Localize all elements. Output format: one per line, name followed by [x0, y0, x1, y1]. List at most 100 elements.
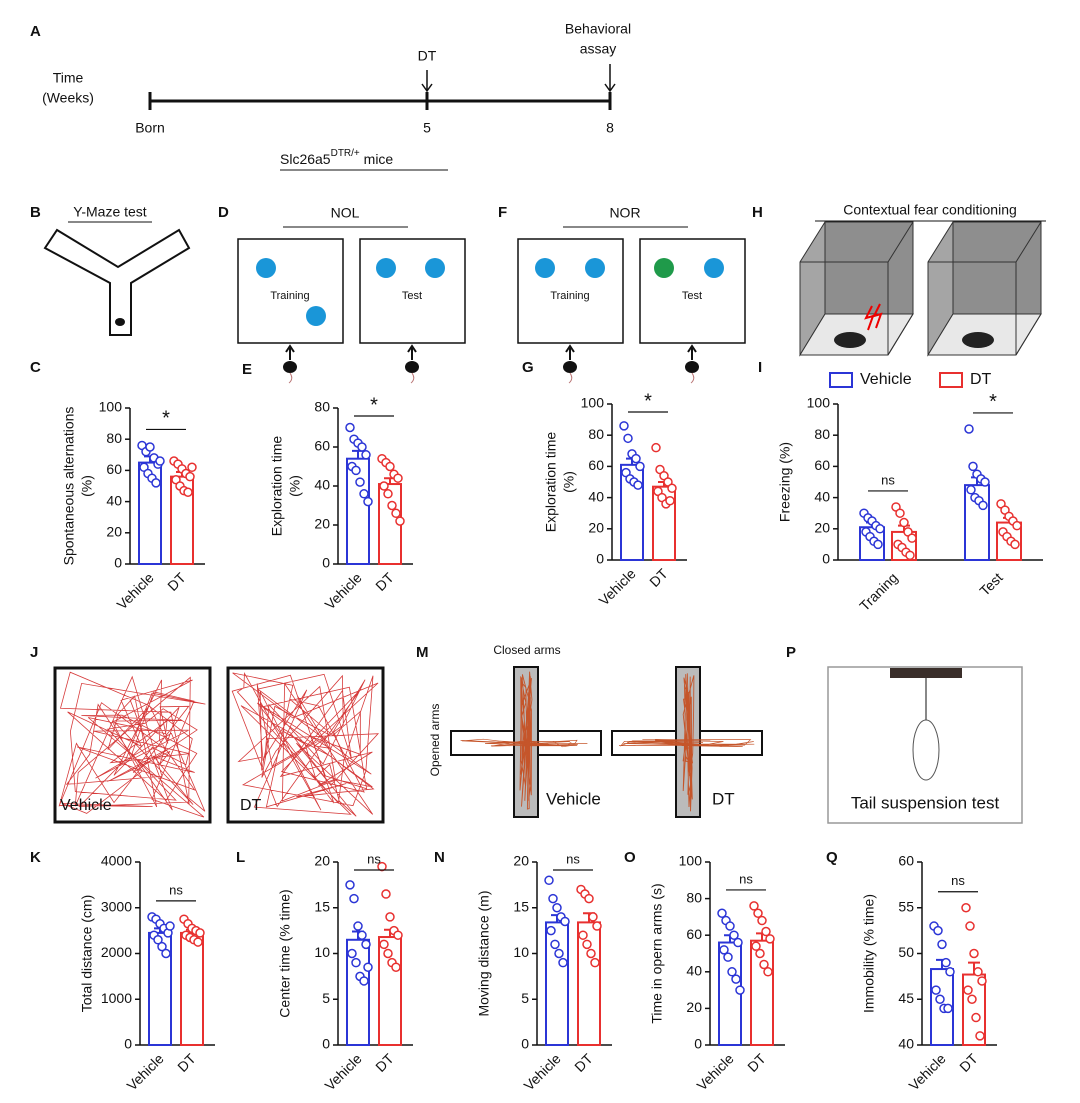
panel-label: K [30, 849, 41, 866]
strain-suffix: mice [360, 151, 394, 167]
object [256, 258, 276, 278]
panel-label: J [30, 644, 38, 661]
y-axis-label: (%) [79, 475, 95, 497]
y-axis-label: Immobility (% time) [861, 894, 877, 1013]
chamber-edge [928, 221, 1042, 356]
data-point [731, 974, 741, 984]
data-point [349, 893, 359, 904]
y-axis-label: (%) [561, 471, 577, 493]
panel-label: D [218, 204, 229, 221]
data-point [623, 433, 633, 444]
y-tick-label: 0 [124, 1036, 132, 1052]
data-point [381, 889, 391, 899]
arena [237, 238, 344, 344]
data-point [383, 948, 393, 959]
opened-arms-label: Opened arms [428, 704, 442, 777]
legend-label: DT [970, 371, 992, 388]
data-point [185, 471, 195, 482]
y-tick-label: 20 [314, 853, 330, 869]
data-point [759, 959, 769, 970]
data-point [345, 880, 355, 890]
data-point [765, 934, 775, 944]
trajectory [618, 738, 755, 747]
data-point [757, 915, 767, 926]
data-point [966, 485, 976, 495]
significance-label: * [644, 390, 652, 412]
chart: 0 20 40 60 80 100 Exploration time (%) Vehicle DT… [543, 390, 687, 609]
data-point [385, 912, 395, 922]
data-point [971, 1012, 981, 1023]
data-point [933, 925, 943, 936]
nol-diagram: NOL Training Test [237, 205, 466, 344]
data-point [395, 516, 405, 526]
data-point [161, 948, 171, 959]
panel-label: G [522, 359, 534, 376]
data-point [753, 908, 763, 918]
data-point [391, 508, 401, 519]
x-tick-label: Test [976, 569, 1006, 599]
data-point [387, 500, 397, 511]
arena [53, 666, 212, 824]
data-point [943, 1003, 953, 1014]
arrow [565, 344, 575, 360]
significance-label: * [989, 391, 997, 413]
panel-label: A [30, 23, 41, 40]
data-point [153, 935, 163, 945]
data-point [359, 976, 369, 986]
data-point [183, 487, 193, 497]
legend-swatch [829, 372, 853, 388]
legend: Vehicle DT [829, 371, 992, 388]
arena [639, 238, 746, 344]
y-tick-label: 100 [679, 853, 703, 869]
tail-title: Tail suspension test [851, 793, 1000, 812]
data-point [749, 901, 759, 911]
arrow [687, 344, 697, 360]
mouse [912, 719, 940, 781]
y-tick-label: 0 [322, 1036, 330, 1052]
x-tick-label: DT [571, 1050, 596, 1075]
y-axis-label: Center time (% time) [277, 889, 293, 1017]
mouse [962, 332, 994, 348]
panel-label: E [242, 361, 252, 378]
data-point [558, 957, 568, 968]
data-point [963, 985, 973, 995]
y-tick-label: 3000 [101, 898, 132, 914]
x-tick-label: Vehicle [693, 1050, 736, 1093]
nor-diagram: NOR Training Test [517, 205, 746, 344]
data-point [187, 462, 197, 473]
chart: 0 5 10 15 20 Moving distance (m) Vehicle DT ns [476, 851, 612, 1094]
mouse-icon [685, 361, 699, 373]
mouse-tail [568, 372, 573, 384]
significance-label: * [162, 408, 170, 430]
data-point [347, 948, 357, 959]
y-tick-label: 40 [898, 1036, 914, 1052]
group-label: DT [712, 789, 735, 808]
data-point [546, 925, 556, 936]
y-tick-label: 60 [898, 853, 914, 869]
data-point [905, 550, 915, 561]
data-point [727, 967, 737, 977]
mouse-icons [283, 344, 699, 384]
data-point [379, 939, 389, 950]
data-point [379, 481, 389, 491]
y-tick-label: 0 [521, 1036, 529, 1052]
data-point [393, 930, 403, 940]
y-axis-label: Freezing (%) [777, 442, 793, 522]
trajectory [231, 671, 380, 817]
chart: 0 20 40 60 80 100 Time in opern arms (s) Vehicl… [649, 853, 785, 1094]
event-label: Behavioral [565, 21, 631, 37]
x-tick-label: DT [372, 1050, 397, 1075]
data-point [552, 903, 562, 913]
data-point [980, 477, 990, 487]
y-tick-label: 15 [513, 898, 529, 914]
x-tick-label: DT [372, 569, 397, 594]
strain-label: Slc26a5DTR/+ mice [280, 148, 393, 167]
chamber-back [824, 221, 914, 315]
shock-icon [872, 303, 883, 329]
significance-label: ns [951, 873, 965, 888]
y-tick-label: 0 [596, 551, 604, 567]
mouse-icon [563, 361, 577, 373]
y-tick-label: 2000 [101, 944, 132, 960]
x-tick-label: Vehicle [595, 565, 638, 608]
y-tick-label: 0 [114, 555, 122, 571]
